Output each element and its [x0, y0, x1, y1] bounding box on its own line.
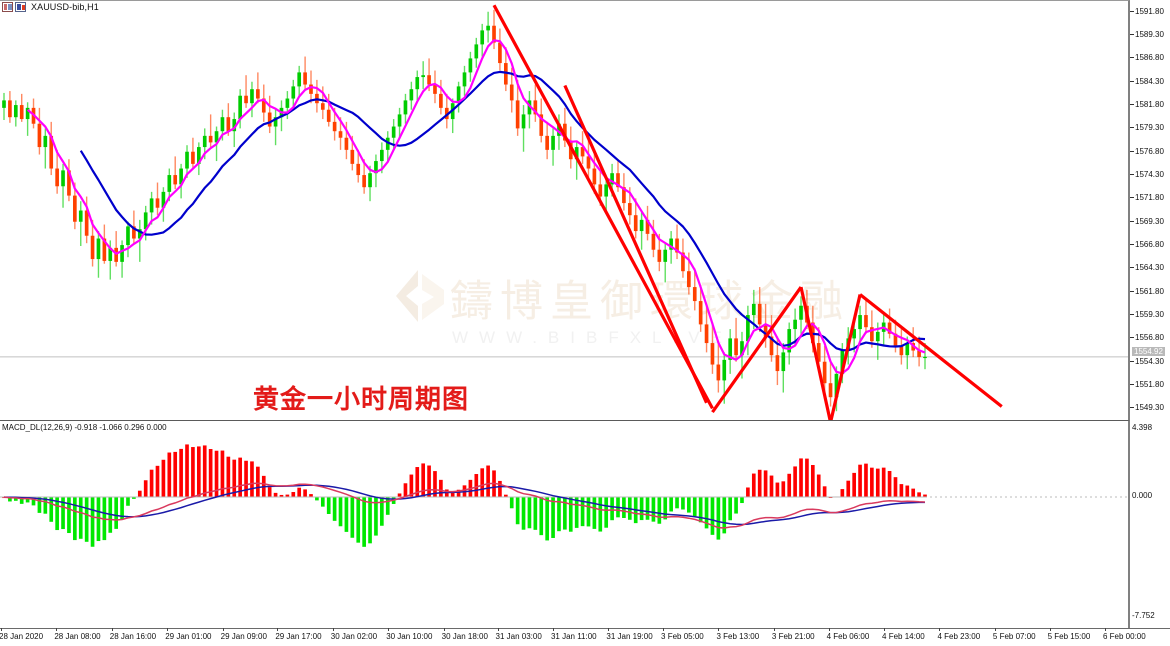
trendline-1: [563, 84, 709, 404]
time-axis-tick: 29 Jan 09:00: [220, 628, 267, 641]
time-axis: 28 Jan 2020 28 Jan 08:00 28 Jan 16:00 29 Ja…: [0, 628, 1170, 646]
macd-pane[interactable]: MACD_DL(12,26,9) -0.918 -1.066 0.296 0.0…: [0, 420, 1130, 628]
price-axis-tick: 1554.30: [1130, 357, 1164, 366]
time-axis-tick: 3 Feb 05:00: [661, 628, 704, 641]
time-axis-tick: 4 Feb 06:00: [826, 628, 870, 641]
time-axis-tick: 5 Feb 15:00: [1047, 628, 1091, 641]
price-axis-tick: 1566.80: [1130, 241, 1164, 249]
time-axis-tick: 29 Jan 17:00: [275, 628, 322, 641]
price-axis-tick: 1571.80: [1130, 194, 1164, 202]
macd-axis-tick: -7.752: [1132, 611, 1155, 620]
trendline-3: [799, 286, 832, 420]
current-price-line: [0, 356, 1128, 358]
price-axis-tick: 1559.30: [1130, 311, 1164, 319]
time-axis-tick: 30 Jan 02:00: [330, 628, 378, 641]
time-axis-tick: 29 Jan 01:00: [165, 628, 212, 641]
macd-axis-tick: 0.000: [1132, 491, 1153, 501]
price-axis-tick: 1574.30: [1130, 171, 1164, 179]
chart-symbol-label: XAUUSD-bib,H1: [31, 2, 99, 12]
macd-readout-label: MACD_DL(12,26,9) -0.918 -1.066 0.296 0.0…: [2, 423, 167, 432]
time-axis-tick: 3 Feb 13:00: [716, 628, 760, 641]
chart-window-icon[interactable]: [2, 2, 13, 12]
time-axis-tick: 28 Jan 08:00: [54, 628, 101, 641]
time-axis-tick: 30 Jan 18:00: [441, 628, 488, 641]
current-price-tag: 1554.92: [1132, 346, 1165, 356]
macd-plot: [0, 444, 1128, 547]
price-axis: 1554.92 1591.80 1589.30 1586.80 1584.30 1581…: [1130, 0, 1170, 420]
price-axis-tick: 1581.80: [1130, 101, 1164, 109]
price-axis-tick: 1584.30: [1130, 77, 1164, 86]
time-axis-tick: 30 Jan 10:00: [386, 628, 433, 641]
time-axis-tick: 28 Jan 16:00: [109, 628, 157, 641]
macd-axis-tick: 4.398: [1132, 423, 1153, 432]
time-axis-tick: 28 Jan 2020: [0, 628, 44, 641]
price-axis-tick: 1576.80: [1130, 147, 1164, 156]
time-axis-tick: 5 Feb 07:00: [992, 628, 1036, 641]
indicator-window-icon[interactable]: [15, 2, 26, 12]
trendline-5: [859, 293, 1003, 408]
trendline-0: [492, 4, 714, 410]
price-axis-tick: 1556.80: [1130, 334, 1164, 342]
time-axis-tick: 31 Jan 11:00: [550, 628, 597, 641]
candlestick-plot: [2, 4, 1003, 420]
price-axis-tick: 1579.30: [1130, 124, 1164, 132]
time-axis-tick: 4 Feb 23:00: [937, 628, 981, 641]
time-axis-tick: 31 Jan 03:00: [495, 628, 542, 641]
price-pane[interactable]: 鑄博皇御環球金融 WWW.BIBFXLIVE 黄金一小时周期图: [0, 0, 1130, 420]
macd-axis: 4.398 0.000 -7.752: [1130, 420, 1170, 628]
price-axis-tick: 1586.80: [1130, 54, 1164, 62]
price-axis-tick: 1589.30: [1130, 31, 1164, 39]
time-axis-tick: 31 Jan 19:00: [606, 628, 653, 641]
chart-annotation-text: 黄金一小时周期图: [253, 385, 470, 415]
time-axis-tick: 3 Feb 21:00: [771, 628, 815, 641]
trendline-4: [829, 294, 862, 420]
price-axis-tick: 1591.80: [1130, 7, 1164, 16]
price-axis-tick: 1551.80: [1130, 381, 1164, 389]
chart-titlebar: XAUUSD-bib,H1: [0, 0, 1130, 14]
price-axis-tick: 1564.30: [1130, 264, 1164, 272]
price-axis-tick: 1561.80: [1130, 287, 1164, 296]
time-axis-tick: 4 Feb 14:00: [882, 628, 925, 641]
trendline-2: [711, 286, 803, 414]
time-axis-tick: 6 Feb 00:00: [1103, 628, 1146, 641]
price-axis-tick: 1549.30: [1130, 404, 1164, 412]
price-axis-tick: 1569.30: [1130, 217, 1164, 226]
